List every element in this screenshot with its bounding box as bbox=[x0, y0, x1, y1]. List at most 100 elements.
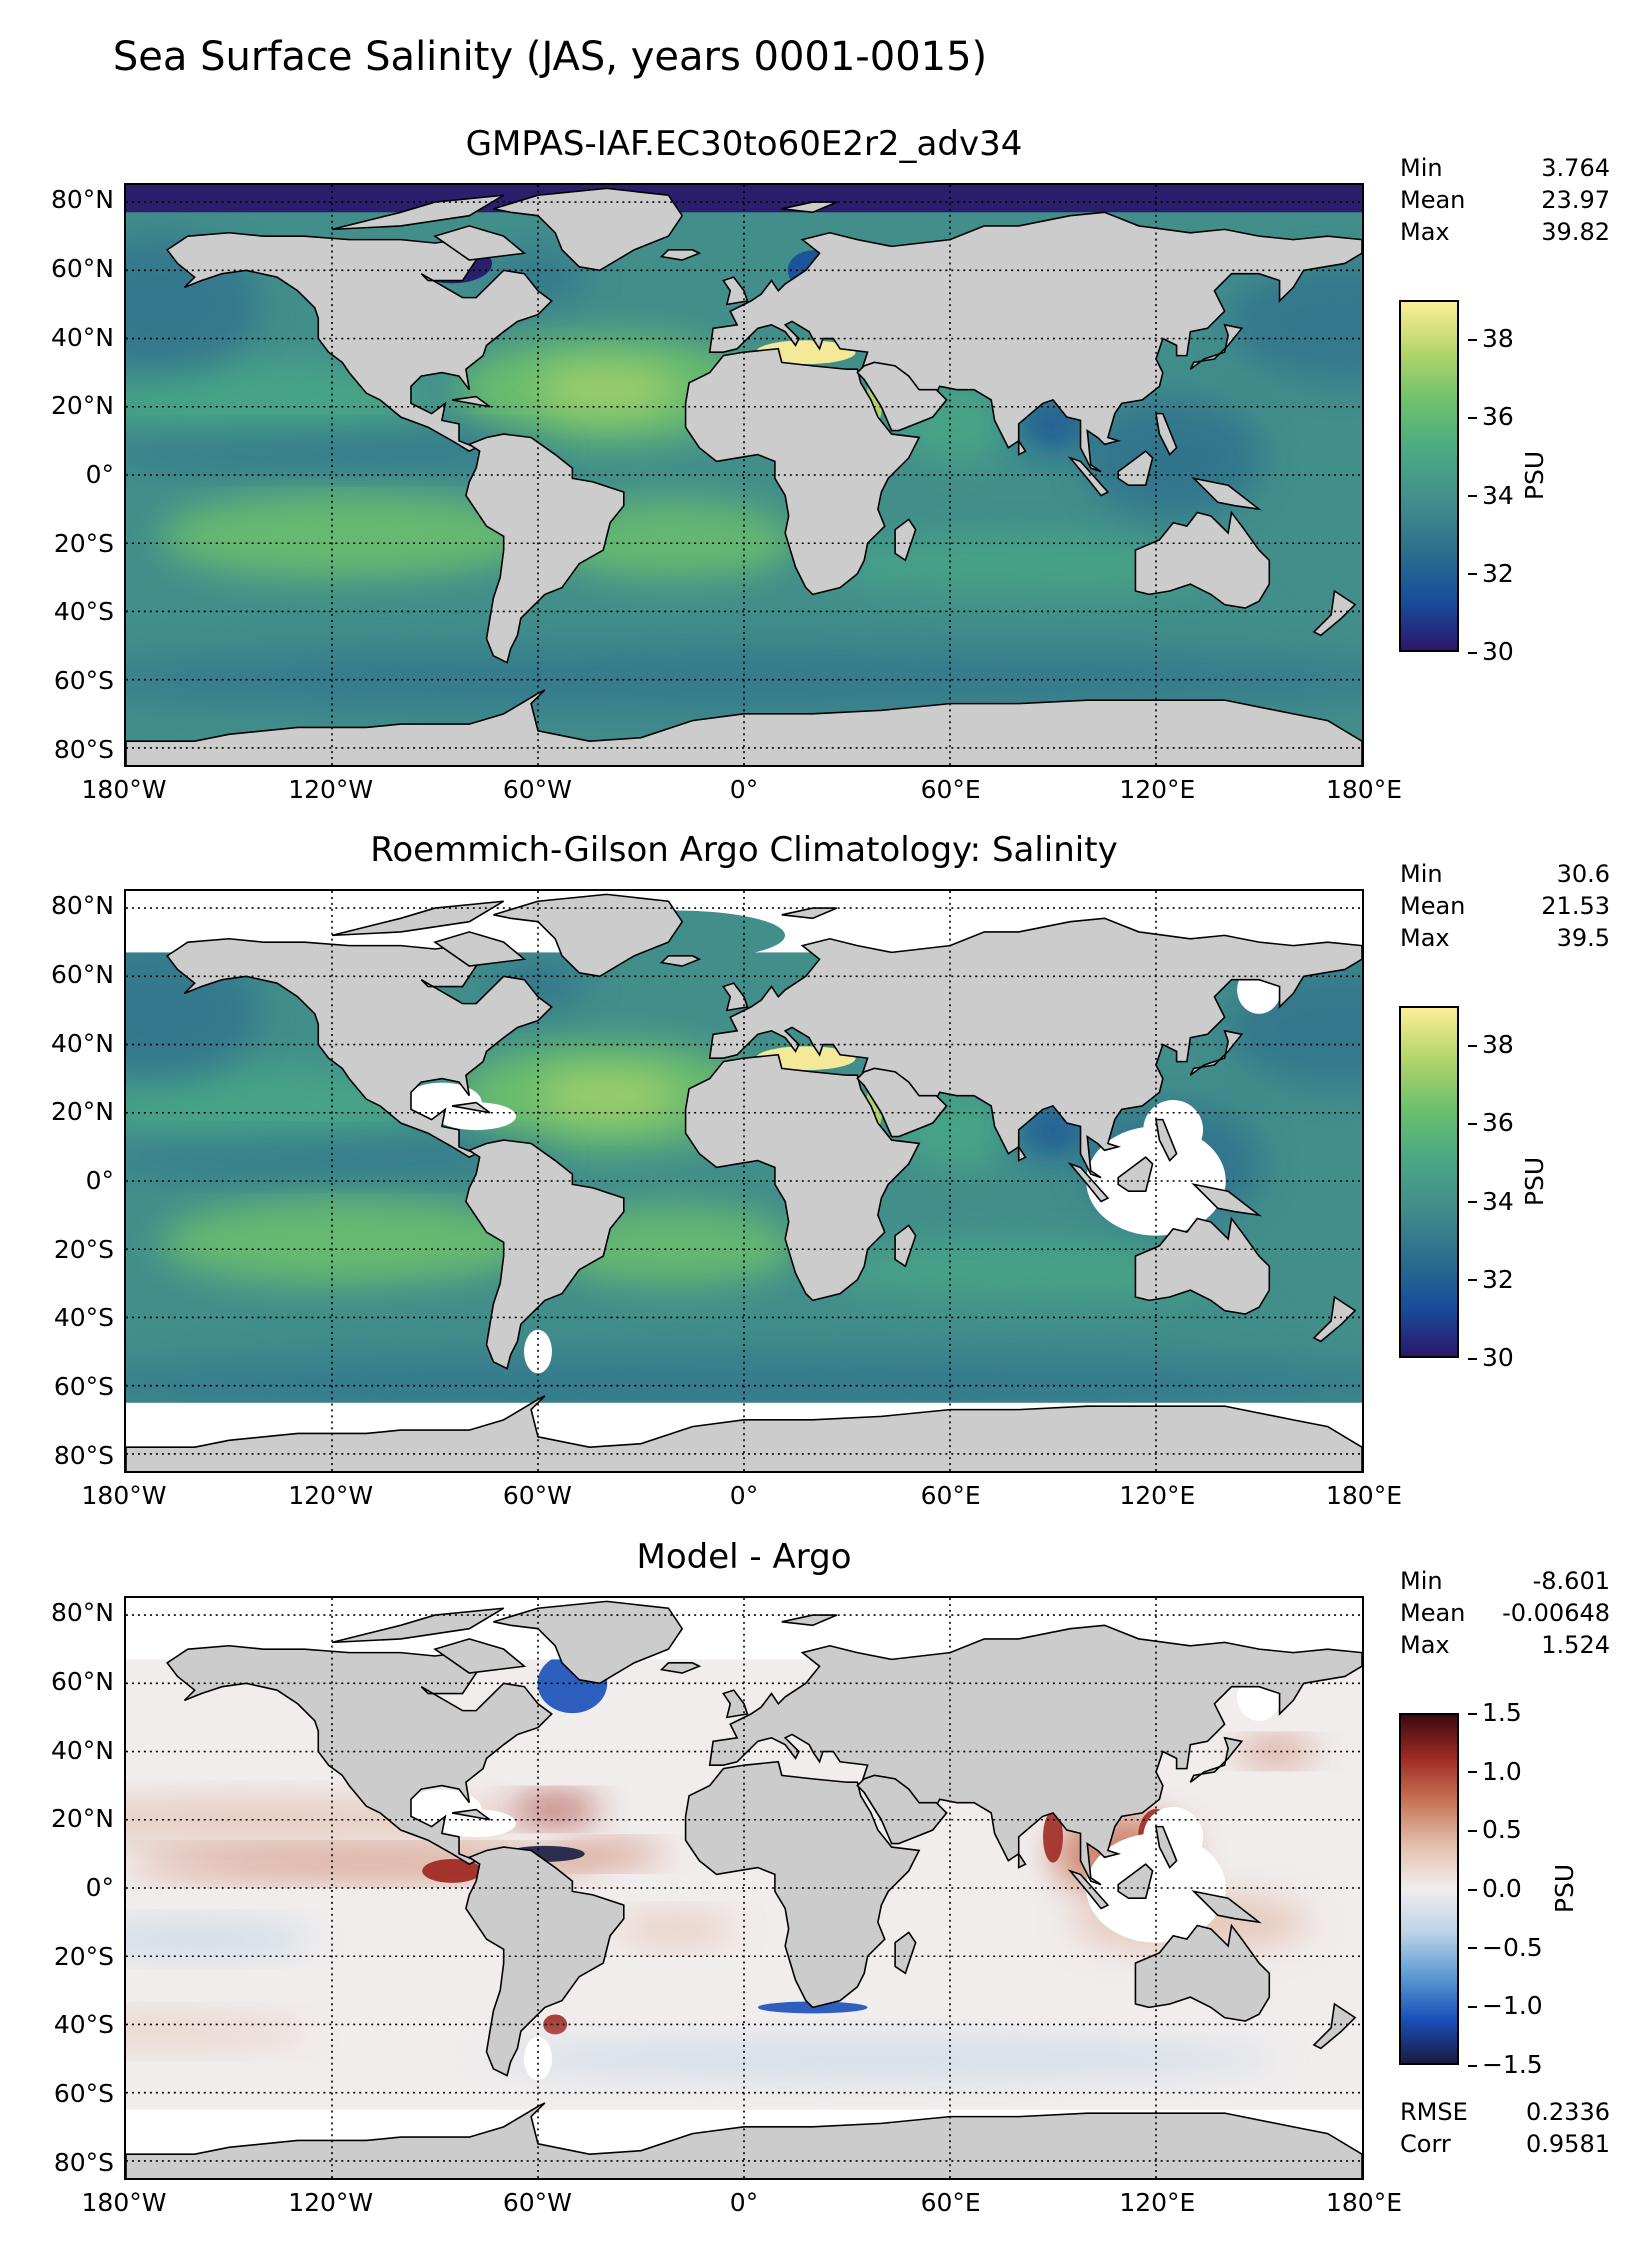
landmass-greenland bbox=[493, 893, 684, 978]
panel-stats: Min 30.6 Mean 21.53 Max 39.5 bbox=[1400, 858, 1610, 954]
longitude-tick-label: 180°E bbox=[1325, 1481, 1402, 1510]
stat-row: Mean 21.53 bbox=[1400, 890, 1610, 922]
latitude-tick-label: 40°N bbox=[50, 1028, 114, 1058]
landmass-new-zealand bbox=[1312, 589, 1357, 637]
colorbar-tick-label: 0.5 bbox=[1468, 1815, 1522, 1845]
longitude-tick-label: 120°W bbox=[288, 1481, 374, 1510]
colorbar bbox=[1399, 1713, 1459, 2065]
panel-stats: Min 3.764 Mean 23.97 Max 39.82 bbox=[1400, 152, 1610, 248]
landmass-arabia-sinai bbox=[856, 361, 948, 432]
landmass-sri-lanka bbox=[1017, 438, 1027, 456]
landmass-new-guinea bbox=[1191, 1890, 1262, 1924]
landmass-svalbard bbox=[781, 201, 838, 214]
longitude-tick-label: 180°E bbox=[1325, 2188, 1402, 2217]
latitude-tick-label: 20°S bbox=[53, 1234, 114, 1264]
stat-label: RMSE bbox=[1400, 2098, 1468, 2126]
longitude-tick-label: 60°W bbox=[502, 1481, 572, 1510]
landmass-japan bbox=[1189, 323, 1244, 370]
stat-row: Min -8.601 bbox=[1400, 1565, 1610, 1597]
latitude-tick-label: 60°S bbox=[53, 2079, 114, 2109]
latitude-tick-label: 80°S bbox=[53, 2147, 114, 2177]
longitude-tick-label: 60°W bbox=[502, 2188, 572, 2217]
longitude-tick-label: 60°E bbox=[920, 775, 981, 804]
map-panel bbox=[124, 183, 1364, 767]
longitude-tick-label: 120°W bbox=[288, 775, 374, 804]
colorbar-tick-label: 1.0 bbox=[1468, 1756, 1522, 1786]
colorbar bbox=[1399, 1006, 1459, 1358]
stat-label: Max bbox=[1400, 924, 1450, 952]
landmass-britain bbox=[722, 276, 749, 306]
landmass-philippines bbox=[1155, 1118, 1178, 1162]
stat-label: Max bbox=[1400, 1631, 1450, 1659]
latitude-tick-label: 60°N bbox=[50, 959, 114, 989]
colorbar-tick-label: 34 bbox=[1468, 480, 1514, 510]
colorbar-tick-label: 36 bbox=[1468, 1108, 1514, 1138]
landmass-philippines bbox=[1155, 412, 1178, 456]
stat-row: RMSE 0.2336 bbox=[1400, 2096, 1610, 2128]
latitude-tick-label: 40°S bbox=[53, 1303, 114, 1333]
latitude-tick-label: 80°N bbox=[50, 1598, 114, 1628]
latitude-tick-label: 20°N bbox=[50, 1804, 114, 1834]
latitude-tick-label: 0° bbox=[85, 1873, 114, 1902]
stat-label: Min bbox=[1400, 1567, 1443, 1595]
stat-label: Corr bbox=[1400, 2130, 1451, 2158]
latitude-tick-label: 40°N bbox=[50, 1735, 114, 1765]
colorbar-tick-label: 38 bbox=[1468, 324, 1514, 354]
panel-title: GMPAS-IAF.EC30to60E2r2_adv34 bbox=[465, 124, 1023, 164]
longitude-tick-label: 180°E bbox=[1325, 775, 1402, 804]
error-stats: RMSE 0.2336 Corr 0.9581 bbox=[1400, 2096, 1610, 2160]
panel-title: Roemmich-Gilson Argo Climatology: Salini… bbox=[370, 830, 1118, 870]
latitude-tick-label: 20°S bbox=[53, 528, 114, 558]
colorbar-tick-label: −1.5 bbox=[1468, 2050, 1543, 2079]
longitude-tick-label: 120°E bbox=[1119, 1481, 1196, 1510]
colorbar-label: PSU bbox=[1550, 1863, 1580, 1914]
landmass-africa bbox=[684, 1760, 921, 2009]
latitude-tick-label: 0° bbox=[85, 460, 114, 489]
colorbar-tick-label: 32 bbox=[1468, 558, 1514, 588]
landmass-eurasia bbox=[708, 211, 1362, 473]
landmass-iceland bbox=[659, 1662, 702, 1674]
colorbar-label: PSU bbox=[1520, 1156, 1550, 1207]
landmass-eurasia bbox=[708, 917, 1362, 1179]
latitude-tick-label: 40°S bbox=[53, 2010, 114, 2040]
colorbar-tick-label: 32 bbox=[1468, 1264, 1514, 1294]
stat-value: 30.6 bbox=[1556, 860, 1610, 888]
landmass-new-zealand bbox=[1312, 1295, 1357, 1343]
stat-value: 1.524 bbox=[1541, 1631, 1610, 1659]
map-panel bbox=[124, 1596, 1364, 2180]
stat-label: Min bbox=[1400, 860, 1443, 888]
landmass-sri-lanka bbox=[1017, 1851, 1027, 1869]
stat-value: 0.2336 bbox=[1526, 2098, 1610, 2126]
stat-value: 23.97 bbox=[1541, 186, 1610, 214]
colorbar-tick-label: 30 bbox=[1468, 1343, 1514, 1372]
latitude-tick-label: 80°S bbox=[53, 1440, 114, 1470]
landmass-north-america bbox=[166, 231, 553, 453]
landmass-africa bbox=[684, 1053, 921, 1302]
landmass-australia bbox=[1134, 510, 1271, 609]
landmass-new-guinea bbox=[1191, 477, 1262, 511]
stat-row: Max 39.5 bbox=[1400, 922, 1610, 954]
colorbar-tick-label: −0.5 bbox=[1468, 1932, 1543, 1962]
stat-row: Mean -0.00648 bbox=[1400, 1597, 1610, 1629]
colorbar-tick-label: 38 bbox=[1468, 1030, 1514, 1060]
figure-title: Sea Surface Salinity (JAS, years 0001-00… bbox=[112, 34, 988, 80]
latitude-tick-label: 0° bbox=[85, 1166, 114, 1195]
colorbar-tick-label: 30 bbox=[1468, 637, 1514, 666]
landmass-arabia-sinai bbox=[856, 1774, 948, 1845]
longitude-tick-label: 120°E bbox=[1119, 775, 1196, 804]
stat-value: 3.764 bbox=[1541, 154, 1610, 182]
colorbar-tick-label: 36 bbox=[1468, 402, 1514, 432]
colorbar-tick-label: −1.0 bbox=[1468, 1991, 1543, 2021]
longitude-tick-label: 0° bbox=[729, 1481, 759, 1510]
landmass-cuba bbox=[452, 1808, 491, 1821]
stat-label: Max bbox=[1400, 218, 1450, 246]
landmass-baffin bbox=[433, 931, 527, 967]
landmass-arctic-islands bbox=[331, 900, 505, 937]
landmass-japan bbox=[1189, 1029, 1244, 1076]
colorbar bbox=[1399, 300, 1459, 652]
longitude-tick-label: 180°W bbox=[81, 2188, 167, 2217]
stat-label: Mean bbox=[1400, 186, 1466, 214]
landmass-britain bbox=[722, 982, 749, 1012]
colorbar-label: PSU bbox=[1520, 450, 1550, 501]
stat-label: Mean bbox=[1400, 1599, 1466, 1627]
